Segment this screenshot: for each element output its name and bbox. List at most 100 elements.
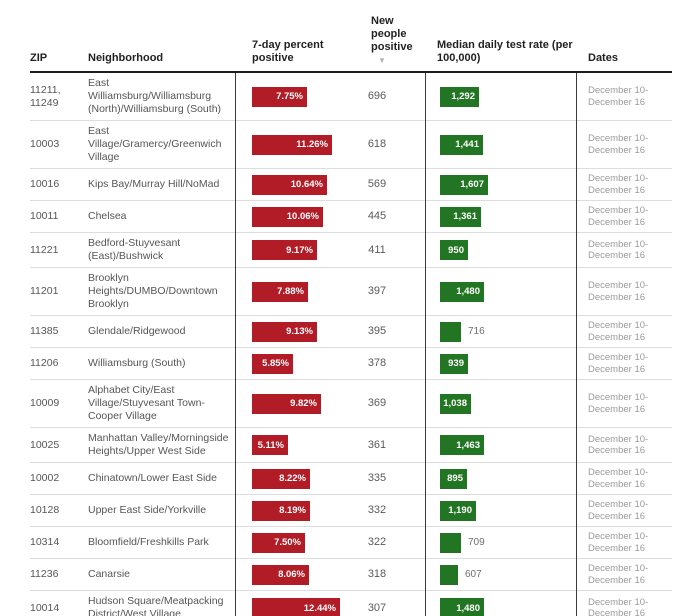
percent-positive-value: 7.88% [277, 286, 304, 297]
new-people-positive-cell: 397 [367, 285, 387, 297]
zip-cell: 10014 [30, 601, 60, 614]
percent-positive-bar: 10.64% [252, 174, 327, 195]
percent-positive-cell: 9.13% [235, 321, 345, 342]
percent-positive-value: 7.50% [274, 537, 301, 548]
test-rate-bar [440, 532, 461, 553]
percent-positive-value: 9.82% [290, 398, 317, 409]
zip-cell: 11206 [30, 357, 59, 369]
percent-positive-value: 12.44% [303, 602, 336, 614]
percent-positive-bar: 12.44% [252, 598, 340, 616]
percent-positive-cell: 7.88% [235, 281, 345, 302]
percent-positive-cell: 8.22% [235, 468, 345, 489]
test-rate-bar: 1,292 [440, 86, 479, 107]
dates-cell: December 10-December 16 [588, 205, 649, 228]
percent-positive-bar: 9.17% [252, 240, 317, 260]
test-rate-value: 1,361 [453, 211, 477, 222]
test-rate-bar: 1,038 [440, 393, 471, 414]
test-rate-bar: 1,361 [440, 206, 481, 227]
dates-cell: December 10-December 16 [588, 596, 649, 616]
test-rate-value: 1,607 [460, 179, 484, 190]
percent-positive-cell: 12.44% [235, 598, 345, 616]
percent-positive-cell: 8.19% [235, 500, 345, 521]
percent-positive-value: 11.26% [296, 139, 328, 150]
column-divider [576, 73, 577, 616]
test-rate-cell: 1,441 [425, 134, 576, 155]
dates-cell: December 10-December 16 [588, 392, 649, 415]
percent-positive-bar: 8.22% [252, 468, 310, 489]
test-rate-value: 895 [447, 473, 463, 484]
test-rate-value: 1,463 [456, 439, 480, 451]
test-rate-cell: 895 [425, 468, 576, 489]
table-row: 11221 Bedford-Stuyvesant (East)/Bushwick… [30, 233, 672, 268]
zip-cell: 11221 [30, 243, 59, 256]
percent-positive-cell: 7.75% [235, 86, 345, 107]
test-rate-value: 950 [448, 244, 464, 256]
test-rate-bar: 950 [440, 240, 468, 260]
table-row: 11385 Glendale/Ridgewood 9.13% 395 716 D… [30, 316, 672, 348]
dates-cell: December 10-December 16 [588, 499, 649, 522]
percent-positive-value: 5.85% [262, 358, 289, 369]
zip-cell: 11211, 11249 [30, 83, 61, 109]
neighborhood-cell: East Williamsburg/Williamsburg (North)/W… [88, 77, 222, 115]
neighborhood-cell: Bedford-Stuyvesant (East)/Bushwick [88, 237, 181, 262]
percent-positive-cell: 9.17% [235, 240, 345, 260]
neighborhood-cell: Upper East Side/Yorkville [88, 504, 207, 516]
new-people-positive-cell: 395 [367, 325, 387, 337]
test-rate-value: 1,190 [448, 505, 472, 516]
column-header-zip: ZIP [30, 52, 48, 64]
percent-positive-bar: 10.06% [252, 206, 323, 227]
test-rate-bar [440, 564, 458, 585]
zip-cell: 10016 [30, 178, 60, 190]
percent-positive-bar: 7.88% [252, 281, 308, 302]
percent-positive-value: 8.06% [278, 569, 305, 580]
test-rate-value: 1,038 [443, 398, 467, 409]
new-people-positive-cell: 332 [367, 504, 387, 516]
dates-cell: December 10-December 16 [588, 433, 649, 457]
test-rate-bar: 1,480 [440, 281, 484, 302]
test-rate-cell: 1,607 [425, 174, 576, 195]
new-people-positive-cell: 369 [367, 397, 387, 409]
neighborhood-cell: Alphabet City/East Village/Stuyvesant To… [88, 384, 205, 422]
percent-positive-cell: 7.50% [235, 532, 345, 553]
column-header-dates: Dates [588, 52, 618, 64]
percent-positive-value: 8.19% [279, 505, 306, 516]
new-people-positive-cell: 696 [367, 90, 387, 102]
percent-positive-cell: 5.85% [235, 353, 345, 374]
test-rate-bar [440, 321, 461, 342]
new-people-positive-cell: 322 [367, 536, 387, 548]
neighborhood-cell: Canarsie [88, 568, 131, 580]
table-row: 10009 Alphabet City/East Village/Stuyves… [30, 380, 672, 428]
percent-positive-bar: 7.50% [252, 532, 305, 553]
test-rate-cell: 1,292 [425, 86, 576, 107]
table-body: 11211, 11249 East Williamsburg/Williamsb… [30, 73, 672, 616]
percent-positive-bar: 7.75% [252, 86, 307, 107]
new-people-positive-cell: 361 [367, 438, 387, 451]
neighborhood-cell: Manhattan Valley/Morningside Heights/Upp… [88, 432, 229, 457]
percent-positive-value: 10.06% [286, 211, 319, 222]
test-rate-cell: 709 [425, 532, 576, 553]
percent-positive-cell: 11.26% [235, 134, 345, 155]
test-rate-cell: 1,480 [425, 281, 576, 302]
column-header-neighborhood: Neighborhood [88, 52, 164, 64]
test-rate-value: 939 [448, 358, 464, 369]
test-rate-bar: 895 [440, 468, 467, 489]
test-rate-bar: 939 [440, 353, 468, 374]
table-row: 10314 Bloomfield/Freshkills Park 7.50% 3… [30, 527, 672, 559]
percent-positive-bar: 9.13% [252, 321, 317, 342]
table-row: 10014 Hudson Square/Meatpacking District… [30, 591, 672, 616]
percent-positive-value: 9.17% [286, 244, 313, 256]
percent-positive-bar: 5.85% [252, 353, 293, 374]
neighborhood-cell: Williamsburg (South) [88, 357, 186, 369]
sort-descending-icon[interactable]: ▼ [378, 56, 386, 65]
test-rate-value: 1,480 [456, 602, 480, 614]
neighborhood-cell: Bloomfield/Freshkills Park [88, 536, 209, 548]
zip-cell: 11201 [30, 285, 59, 297]
table-row: 11206 Williamsburg (South) 5.85% 378 939… [30, 348, 672, 380]
percent-positive-cell: 10.06% [235, 206, 345, 227]
test-rate-value-outside: 607 [465, 569, 482, 580]
dates-cell: December 10-December 16 [588, 280, 649, 303]
new-people-positive-cell: 411 [368, 243, 386, 256]
table-row: 10003 East Village/Gramercy/Greenwich Vi… [30, 121, 672, 169]
zip-cell: 10314 [30, 536, 60, 548]
column-header-new-people[interactable]: New people positive ▼ [345, 15, 425, 65]
